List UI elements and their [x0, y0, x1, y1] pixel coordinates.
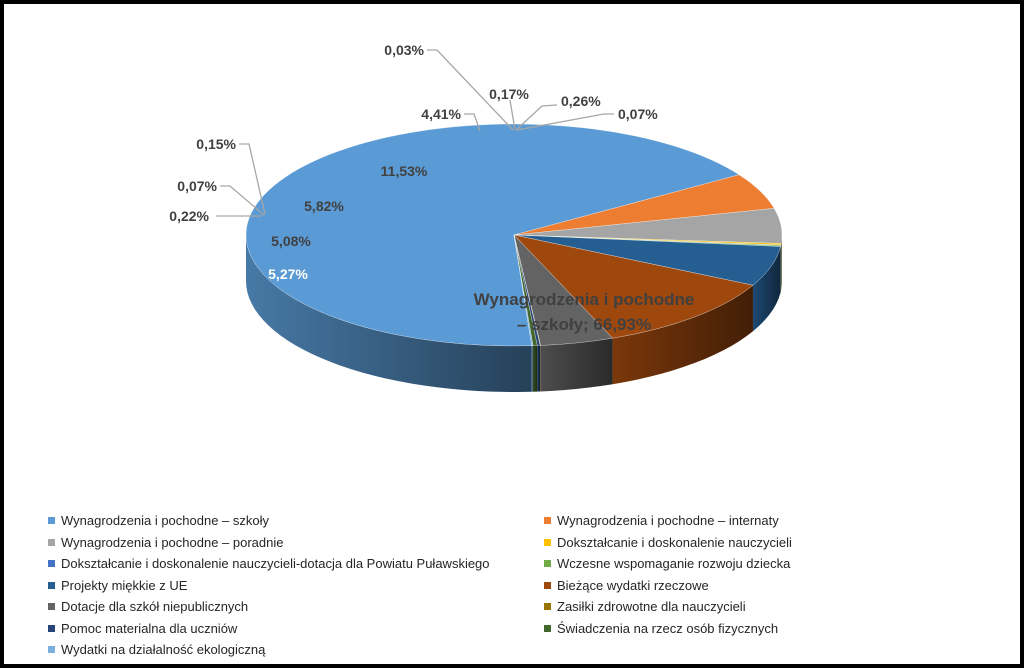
data-label: 4,41%: [421, 106, 461, 122]
data-label: Wynagrodzenia i pochodne: [474, 290, 695, 309]
legend-item: Wydatki na działalność ekologiczną: [48, 639, 544, 661]
data-label: – szkoły; 66,93%: [517, 315, 651, 334]
data-label: 0,03%: [384, 42, 424, 58]
legend-swatch: [48, 560, 55, 568]
legend-swatch: [48, 603, 55, 611]
pie-chart: Wynagrodzenia i pochodne – szkoły; 66,93%…: [169, 42, 783, 392]
legend-item: Wynagrodzenia i pochodne – poradnie: [48, 532, 544, 554]
pie-slice-side: [246, 235, 532, 392]
pie-slice-side: [752, 246, 781, 332]
leader-line: [220, 185, 265, 216]
legend-item: Dokształcanie i doskonalenie nauczycieli: [544, 532, 988, 554]
legend-item: Pomoc materialna dla uczniów: [48, 618, 544, 640]
legend-swatch: [544, 581, 551, 589]
legend-swatch: [48, 624, 55, 632]
legend-swatch: [48, 581, 55, 589]
legend-swatch: [544, 603, 551, 611]
pie-slice: [513, 234, 754, 339]
legend-item: Dokształcanie i doskonalenie nauczycieli…: [48, 553, 544, 575]
legend-swatch: [544, 517, 551, 525]
data-label: 5,27%: [268, 266, 308, 282]
legend-label: Wczesne wspomaganie rozwoju dziecka: [557, 556, 791, 572]
legend-label: Bieżące wydatki rzeczowe: [557, 577, 709, 593]
pie-slice-side: [540, 345, 541, 392]
legend-swatch: [48, 538, 55, 546]
pie-slice: [245, 123, 740, 347]
data-label: 0,22%: [169, 208, 209, 224]
pie-slice-side: [532, 345, 538, 392]
data-label: 0,07%: [177, 178, 217, 194]
leader-line: [509, 99, 516, 131]
leader-line: [515, 104, 558, 131]
leader-line: [239, 143, 266, 215]
legend-item: Projekty miękkie z UE: [48, 575, 544, 597]
legend-item: Wczesne wspomaganie rozwoju dziecka: [544, 553, 988, 575]
legend-swatch: [544, 624, 551, 632]
legend-item: Wynagrodzenia i pochodne – internaty: [544, 510, 988, 532]
legend-swatch: [48, 517, 55, 525]
legend-swatch: [48, 646, 55, 654]
legend-item: Zasiłki zdrowotne dla nauczycieli: [544, 596, 988, 618]
legend-item: Dotacje dla szkół niepublicznych: [48, 596, 544, 618]
legend-label: Dotacje dla szkół niepublicznych: [61, 599, 249, 615]
legend-label: Dokształcanie i doskonalenie nauczycieli…: [61, 556, 490, 572]
data-label: 0,26%: [561, 93, 601, 109]
pie-slice-side: [540, 338, 613, 392]
pie-slice-side: [531, 345, 533, 392]
legend-item: Świadczenia na rzecz osób fizycznych: [544, 618, 988, 640]
leader-line: [516, 113, 614, 131]
legend-label: Świadczenia na rzecz osób fizycznych: [557, 620, 779, 636]
legend-label: Dokształcanie i doskonalenie nauczycieli: [557, 534, 792, 550]
pie-slice: [513, 234, 534, 346]
data-label: 0,17%: [489, 86, 529, 102]
leader-line: [464, 113, 481, 132]
pie-slice-side: [781, 235, 782, 290]
legend-label: Wynagrodzenia i pochodne – szkoły: [61, 513, 270, 529]
data-label: 5,08%: [271, 233, 311, 249]
data-label: 11,53%: [381, 163, 428, 179]
legend-label: Wynagrodzenia i pochodne – poradnie: [61, 534, 284, 550]
data-label: 0,07%: [618, 106, 658, 122]
legend-label: Projekty miękkie z UE: [61, 577, 188, 593]
legend-swatch: [544, 538, 551, 546]
legend-label: Wydatki na działalność ekologiczną: [61, 642, 266, 658]
legend-item: Wynagrodzenia i pochodne – szkoły: [48, 510, 544, 532]
leader-line: [427, 49, 514, 131]
data-label: 5,82%: [304, 198, 344, 214]
legend-label: Zasiłki zdrowotne dla nauczycieli: [557, 599, 746, 615]
legend-swatch: [544, 560, 551, 568]
data-label: 0,15%: [196, 136, 236, 152]
legend-label: Pomoc materialna dla uczniów: [61, 620, 238, 636]
legend-label: Wynagrodzenia i pochodne – internaty: [557, 513, 779, 529]
chart-legend: Wynagrodzenia i pochodne – szkoły Wynagro…: [48, 510, 988, 661]
pie-slice-side: [612, 285, 753, 385]
legend-item: Bieżące wydatki rzeczowe: [544, 575, 988, 597]
pie-slice-side: [537, 345, 541, 392]
